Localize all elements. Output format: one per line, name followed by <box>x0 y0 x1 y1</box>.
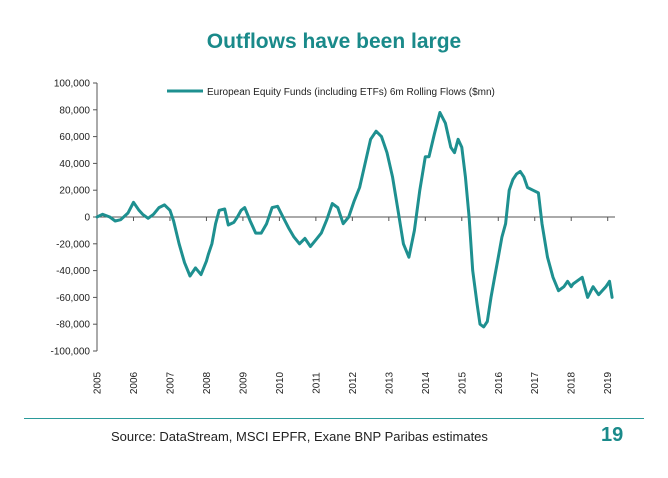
series-line <box>95 111 614 329</box>
x-tick-label: 2013 <box>384 371 395 394</box>
source-note: Source: DataStream, MSCI EPFR, Exane BNP… <box>111 429 488 444</box>
x-tick-label: 2016 <box>494 371 505 394</box>
footer-divider <box>24 418 644 419</box>
x-tick-label: 2015 <box>457 371 468 394</box>
x-tick-label: 2019 <box>603 371 614 394</box>
legend: European Equity Funds (including ETFs) 6… <box>167 87 495 98</box>
x-tick-label: 2006 <box>129 371 140 394</box>
y-axis-ticks: 100,000 80,000 60,000 40,000 20,000 0 -20,000 -… <box>51 79 97 358</box>
x-tick-label: 2018 <box>567 371 578 394</box>
x-tick-label: 2005 <box>93 371 104 394</box>
legend-label: European Equity Funds (including ETFs) 6… <box>207 87 495 98</box>
y-tick-label: 0 <box>84 213 90 224</box>
y-tick-label: 20,000 <box>59 186 90 197</box>
x-tick-label: 2017 <box>530 371 541 394</box>
y-tick-label: 80,000 <box>59 105 90 116</box>
y-tick-label: 40,000 <box>59 159 90 170</box>
line-chart: 100,000 80,000 60,000 40,000 20,000 0 -20,000 -… <box>51 79 615 394</box>
x-tick-label: 2010 <box>275 371 286 394</box>
x-tick-label: 2009 <box>238 371 249 394</box>
x-tick-label: 2014 <box>421 371 432 394</box>
y-tick-label: -80,000 <box>56 320 90 331</box>
page-title: Outflows have been large <box>206 30 462 53</box>
x-tick-label: 2008 <box>202 371 213 394</box>
x-tick-label: 2011 <box>311 372 322 394</box>
y-tick-label: 100,000 <box>54 79 91 90</box>
y-tick-label: -60,000 <box>56 293 90 304</box>
x-tick-label: 2007 <box>165 371 176 394</box>
x-axis-ticks: 2005 2006 2007 2008 2009 2010 2011 2012 2013 2014… <box>93 217 614 394</box>
y-tick-label: -20,000 <box>56 239 90 250</box>
x-tick-label: 2012 <box>348 371 359 394</box>
page-number: 19 <box>601 424 624 446</box>
y-tick-label: 60,000 <box>59 132 90 143</box>
y-tick-label: -40,000 <box>56 266 90 277</box>
y-tick-label: -100,000 <box>51 347 91 358</box>
